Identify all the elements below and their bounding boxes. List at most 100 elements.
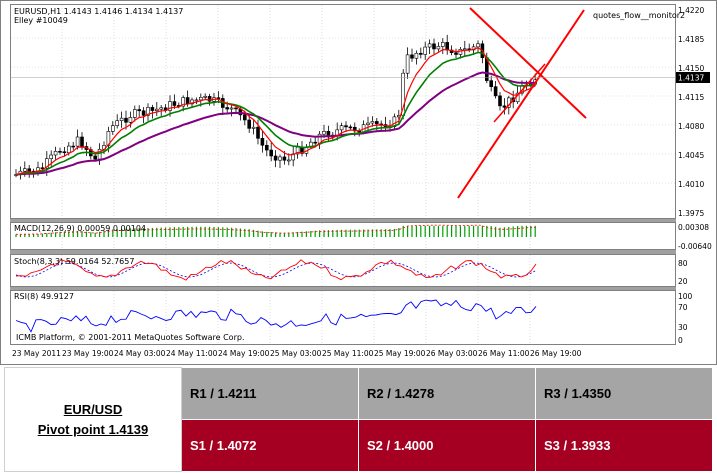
candle-body <box>115 120 119 126</box>
candle-body <box>207 96 212 102</box>
candle-body <box>278 156 282 161</box>
candle-body <box>93 155 97 160</box>
candle-body <box>150 107 155 111</box>
candle-body <box>352 126 357 132</box>
candle-body <box>49 154 54 160</box>
candle-body <box>251 126 256 129</box>
candle-body <box>172 101 177 106</box>
candle-body <box>181 97 185 107</box>
time-tick: 24 May 19:00 <box>218 349 270 358</box>
rsi-tick: 30 <box>678 323 688 332</box>
rsi-tick: 0 <box>678 336 683 345</box>
time-tick: 25 May 03:00 <box>270 349 322 358</box>
main-pane-border <box>10 4 676 219</box>
candle-body <box>203 96 207 98</box>
candle-body <box>476 43 480 48</box>
resistance-3: R3 / 1.4350 <box>535 367 713 420</box>
candle-body <box>185 97 190 105</box>
current-price-text: 1.4137 <box>678 74 704 83</box>
candle-body <box>168 101 172 111</box>
pane-separator[interactable] <box>10 219 676 222</box>
candle-body <box>423 46 428 55</box>
rsi-series <box>15 299 537 333</box>
candle-body <box>194 99 199 102</box>
macd-histogram <box>15 224 537 237</box>
candle-body <box>75 136 80 147</box>
price-tick: 1.4185 <box>678 35 704 44</box>
indicator-name: quotes_flow__monitor2 <box>593 11 685 20</box>
support-2: S2 / 1.4000 <box>358 419 536 472</box>
candle-body <box>53 150 58 156</box>
candle-body <box>128 117 133 123</box>
macd-signal <box>15 224 537 235</box>
candle-body <box>234 107 238 110</box>
copyright-text: ICMB Platform, © 2001-2011 MetaQuotes So… <box>16 333 245 342</box>
price-tick: 1.4150 <box>678 64 704 73</box>
candle-body <box>339 125 344 131</box>
stoch-tick: 80 <box>678 259 688 268</box>
resistance-2: R2 / 1.4278 <box>358 367 536 420</box>
candle-body <box>199 97 203 101</box>
candle-body <box>273 155 278 161</box>
rsi-tick: 100 <box>678 292 693 301</box>
candle-body <box>502 105 507 108</box>
price-chart-window[interactable]: 1.4137 EURUSD,H1 1.4143 1.4146 1.4134 1.… <box>0 0 717 365</box>
candle-body <box>366 122 370 125</box>
time-tick: 26 May 19:00 <box>530 349 582 358</box>
stochastic-lines <box>15 258 537 281</box>
candle-body <box>124 117 128 123</box>
candle-body <box>243 114 247 121</box>
macd-pane-border <box>10 222 676 250</box>
trendline-descending[interactable] <box>469 7 587 119</box>
pane-separator[interactable] <box>10 250 676 254</box>
price-tick: 1.4115 <box>678 93 704 102</box>
time-tick: 25 May 19:00 <box>374 349 426 358</box>
macd-tick: -0.00640 <box>678 242 712 251</box>
trendline-ascending[interactable] <box>457 9 585 199</box>
candle-body <box>133 109 137 118</box>
macd-label: MACD(12,26,9) 0.00059 0.00104 <box>14 224 146 233</box>
candle-body <box>432 43 436 50</box>
candle-body <box>282 156 287 161</box>
candle-body <box>27 168 32 172</box>
candle-body <box>440 42 445 47</box>
candle-body <box>427 43 432 48</box>
candle-body <box>462 48 467 51</box>
candle-body <box>111 125 115 132</box>
candle-body <box>264 144 269 151</box>
candle-body <box>22 168 27 172</box>
expert-header: Elley #10049 <box>14 16 68 25</box>
stoch-tick: 20 <box>678 277 688 286</box>
candle-body <box>71 145 75 148</box>
stoch-pane-border <box>10 254 676 287</box>
time-tick: 23 May 19:00 <box>62 349 114 358</box>
price-tick: 1.3975 <box>678 209 704 218</box>
price-tick: 1.4010 <box>678 180 704 189</box>
candle-body <box>313 141 318 144</box>
candle-body <box>489 80 494 87</box>
candle-body <box>58 150 62 153</box>
candle-body <box>155 108 159 111</box>
candle-body <box>454 52 458 55</box>
trendline-support[interactable] <box>493 63 546 123</box>
candle-body <box>498 95 502 107</box>
candle-body <box>344 125 348 128</box>
pane-separator[interactable] <box>10 287 676 290</box>
candle-body <box>405 54 410 74</box>
candle-body <box>225 107 229 110</box>
time-tick: 25 May 11:00 <box>322 349 374 358</box>
candle-body <box>137 109 141 112</box>
time-tick: 24 May 11:00 <box>166 349 218 358</box>
support-3: S3 / 1.3933 <box>535 419 713 472</box>
rsi-tick: 70 <box>678 303 688 312</box>
chart-border <box>0 0 717 365</box>
candle-body <box>370 121 375 124</box>
pivot-point: Pivot point 1.4139 <box>37 421 149 437</box>
chart-grid <box>11 5 675 344</box>
candle-body <box>256 126 260 139</box>
chart-canvas[interactable]: 1.4137 EURUSD,H1 1.4143 1.4146 1.4134 1.… <box>0 0 717 365</box>
candle-body <box>322 131 326 135</box>
stoch-main <box>15 258 537 281</box>
candle-body <box>44 158 49 169</box>
candle-body <box>410 54 414 59</box>
